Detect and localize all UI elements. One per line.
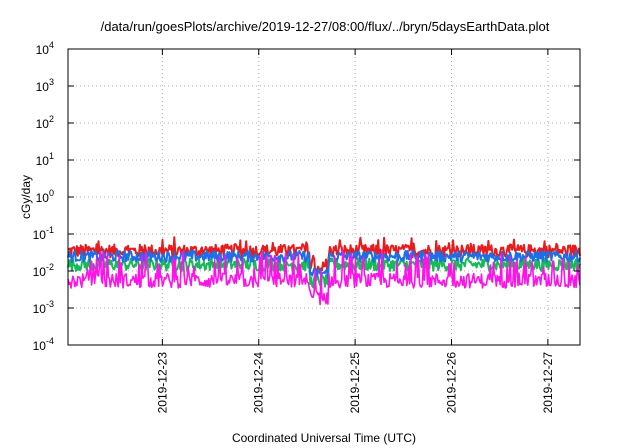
x-tick-label: 2019-12-26: [444, 352, 458, 414]
y-tick-label: 103: [36, 77, 54, 94]
y-tick-label: 100: [36, 188, 54, 205]
y-tick-label: 10-2: [33, 262, 54, 279]
x-tick-label: 2019-12-25: [348, 352, 362, 414]
x-tick-label: 2019-12-24: [252, 352, 266, 414]
x-tick-label: 2019-12-23: [155, 352, 169, 414]
y-axis: 10-4 10-3 10-2 10-1 100 101 102 103 104: [33, 40, 580, 353]
x-tick-label: 2019-12-27: [541, 352, 555, 414]
y-tick-label: 10-4: [33, 336, 54, 353]
x-axis-label: Coordinated Universal Time (UTC): [232, 431, 416, 445]
grid-lines: [68, 49, 580, 345]
y-axis-label: cGy/day: [19, 175, 33, 219]
y-tick-label: 10-1: [33, 225, 54, 242]
series-line: [67, 257, 581, 289]
x-axis: 2019-12-23 2019-12-24 2019-12-25 2019-12-26…: [155, 49, 555, 413]
y-tick-label: 10-3: [33, 299, 54, 316]
data-series: [67, 236, 581, 306]
y-tick-label: 101: [36, 151, 54, 168]
series-line: [67, 249, 581, 306]
series-line: [67, 249, 581, 280]
y-tick-label: 102: [36, 114, 54, 131]
y-tick-label: 104: [36, 40, 54, 57]
chart-title: /data/run/goesPlots/archive/2019-12-27/0…: [101, 19, 550, 34]
